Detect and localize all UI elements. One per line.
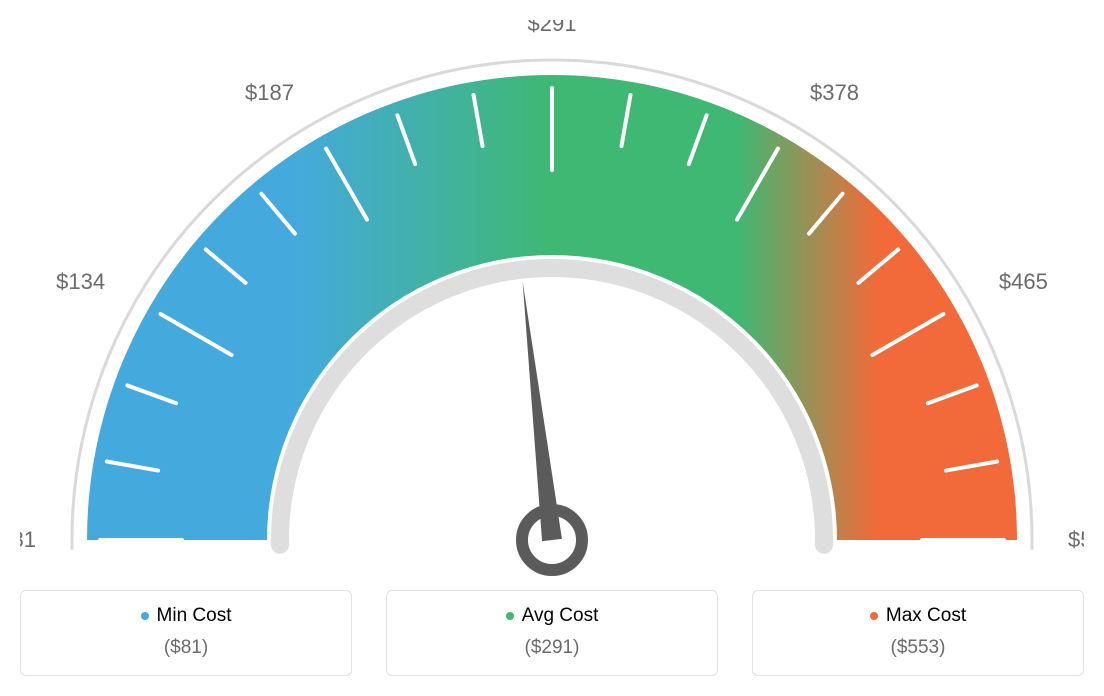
legend-value-avg: ($291) [387,637,717,659]
legend-value-min: ($81) [21,637,351,659]
legend-dot-max [870,612,878,620]
legend-card-max: Max Cost ($553) [752,590,1084,676]
svg-text:$553: $553 [1068,527,1084,552]
legend-dot-avg [506,612,514,620]
cost-gauge: $81 $134 $187 $291 $378 $465 $553 [20,20,1084,580]
legend-dot-min [141,612,149,620]
svg-text:$291: $291 [528,20,577,36]
legend-value-max: ($553) [753,637,1083,659]
svg-text:$465: $465 [999,269,1048,294]
svg-text:$187: $187 [245,80,294,105]
legend-label-avg: Avg Cost [522,605,599,627]
svg-text:$134: $134 [56,269,105,294]
legend-card-min: Min Cost ($81) [20,590,352,676]
svg-text:$378: $378 [810,80,859,105]
legend-label-max: Max Cost [886,605,966,627]
legend-row: Min Cost ($81) Avg Cost ($291) Max Cost … [20,590,1084,676]
legend-card-avg: Avg Cost ($291) [386,590,718,676]
legend-label-min: Min Cost [157,605,232,627]
svg-text:$81: $81 [20,527,36,552]
